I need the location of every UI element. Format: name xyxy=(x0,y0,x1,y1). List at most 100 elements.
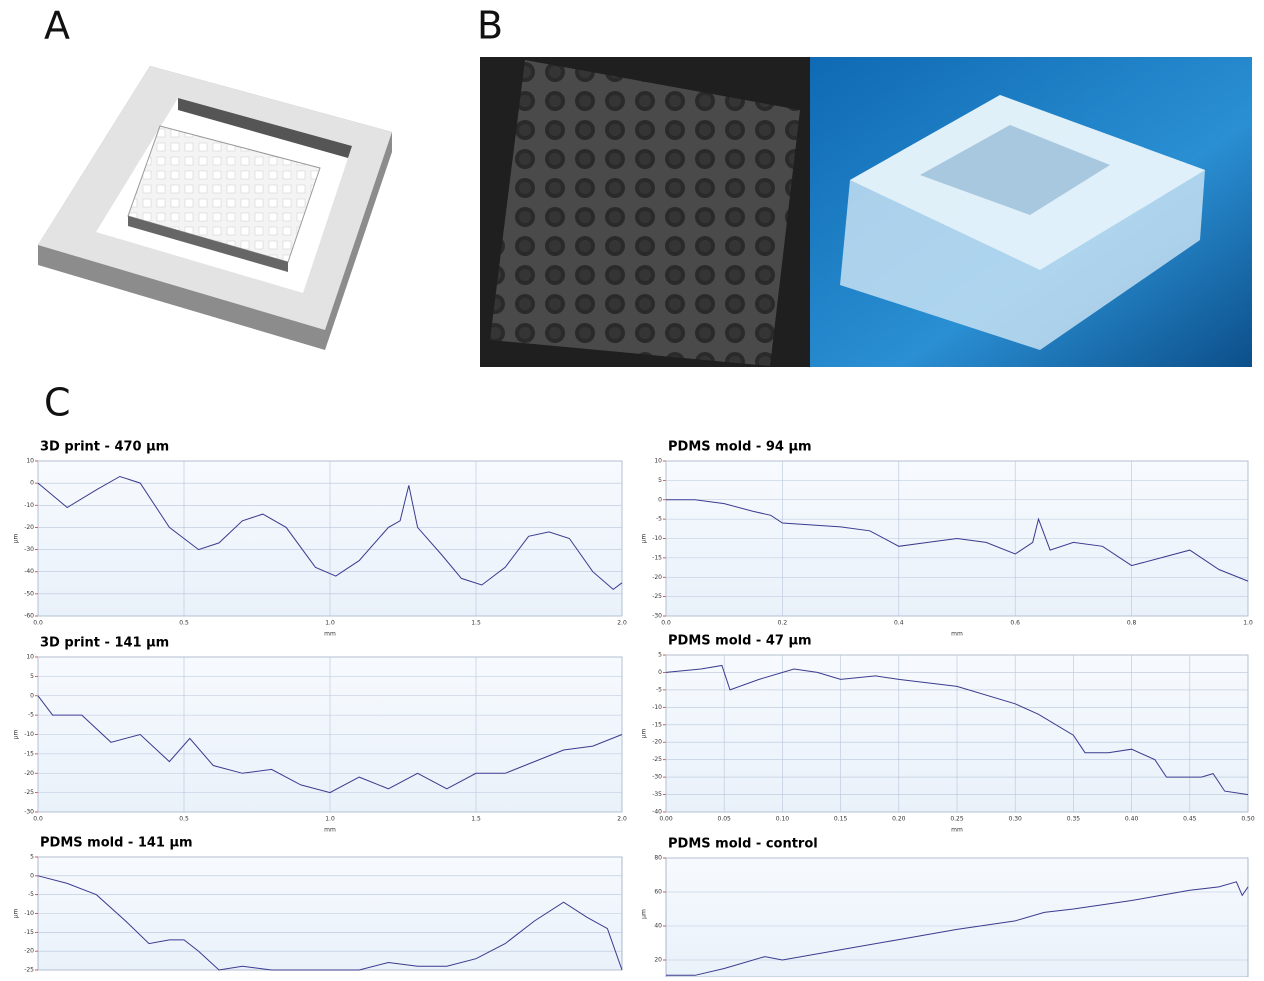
x-tick-label: 0.15 xyxy=(834,816,848,823)
y-tick-label: 40 xyxy=(654,923,662,930)
data-line xyxy=(666,881,1249,976)
y-tick-label: -30 xyxy=(24,546,34,553)
chart-title: PDMS mold - 47 µm xyxy=(668,634,812,649)
x-axis-label: mm xyxy=(951,631,963,638)
data-line xyxy=(666,499,1249,582)
photo-b xyxy=(480,57,1252,367)
y-tick-label: -30 xyxy=(24,809,34,816)
x-tick-label: 0.45 xyxy=(1183,816,1197,823)
y-tick-label: -50 xyxy=(24,590,34,597)
y-tick-label: 20 xyxy=(654,957,662,964)
y-tick-label: 0 xyxy=(30,480,34,487)
x-tick-label: 0.8 xyxy=(1127,620,1137,627)
x-tick-label: 1.0 xyxy=(325,620,335,627)
plot-area xyxy=(665,857,1249,978)
x-tick-label: 0.00 xyxy=(659,816,673,823)
x-axis-label: mm xyxy=(324,631,336,638)
y-tick-label: -10 xyxy=(652,535,662,542)
y-tick-label: -20 xyxy=(24,524,34,531)
x-tick-label: 0.6 xyxy=(1010,620,1020,627)
x-tick-label: 0.35 xyxy=(1067,816,1081,823)
y-axis-label: µm xyxy=(13,909,20,919)
x-tick-label: 0.10 xyxy=(776,816,790,823)
y-tick-label: -15 xyxy=(24,750,34,757)
chart-title: PDMS mold - 141 µm xyxy=(40,836,193,851)
y-tick-label: 0 xyxy=(30,692,34,699)
x-tick-label: 1.5 xyxy=(471,620,481,627)
x-tick-label: 1.0 xyxy=(1243,620,1253,627)
y-tick-label: -10 xyxy=(24,731,34,738)
y-tick-label: 80 xyxy=(654,855,662,862)
x-tick-label: 2.0 xyxy=(617,620,627,627)
y-tick-label: -5 xyxy=(656,686,662,693)
render-a xyxy=(38,58,394,366)
y-tick-label: -40 xyxy=(652,809,662,816)
chart-title: PDMS mold - 94 µm xyxy=(668,440,812,455)
y-tick-label: 5 xyxy=(658,652,662,659)
y-tick-label: -5 xyxy=(28,712,34,719)
y-tick-label: 60 xyxy=(654,889,662,896)
y-tick-label: -30 xyxy=(652,613,662,620)
y-tick-label: -10 xyxy=(24,502,34,509)
panel-label: C xyxy=(44,381,71,425)
y-tick-label: -40 xyxy=(24,568,34,575)
x-tick-label: 0.0 xyxy=(661,620,671,627)
y-tick-label: -5 xyxy=(656,516,662,523)
y-tick-label: 5 xyxy=(30,854,34,861)
y-tick-label: 10 xyxy=(654,458,662,465)
data-line xyxy=(665,664,1249,796)
data-line xyxy=(37,475,623,591)
data-line xyxy=(37,875,623,971)
x-tick-label: 2.0 xyxy=(617,816,627,823)
y-tick-label: 10 xyxy=(26,458,34,465)
y-tick-label: -15 xyxy=(652,721,662,728)
y-tick-label: -20 xyxy=(24,948,34,955)
chart-title: 3D print - 141 µm xyxy=(40,636,169,651)
y-tick-label: -25 xyxy=(652,756,662,763)
x-tick-label: 0.40 xyxy=(1125,816,1139,823)
x-tick-label: 0.4 xyxy=(894,620,904,627)
y-axis-label: µm xyxy=(13,534,20,544)
y-tick-label: -35 xyxy=(652,791,662,798)
x-tick-label: 0.0 xyxy=(33,816,43,823)
x-tick-label: 0.25 xyxy=(950,816,964,823)
y-tick-label: 0 xyxy=(658,496,662,503)
y-tick-label: -25 xyxy=(24,967,34,974)
y-tick-label: -15 xyxy=(652,554,662,561)
x-axis-label: mm xyxy=(951,827,963,834)
y-tick-label: -15 xyxy=(24,929,34,936)
x-tick-label: 0.30 xyxy=(1009,816,1023,823)
chart-title: 3D print - 470 µm xyxy=(40,440,169,455)
x-tick-label: 0.20 xyxy=(892,816,906,823)
x-tick-label: 0.5 xyxy=(179,620,189,627)
y-tick-label: -10 xyxy=(24,910,34,917)
x-tick-label: 0.0 xyxy=(33,620,43,627)
y-tick-label: 0 xyxy=(30,872,34,879)
y-tick-label: -10 xyxy=(652,704,662,711)
x-tick-label: 0.2 xyxy=(778,620,788,627)
x-tick-label: 1.5 xyxy=(471,816,481,823)
y-tick-label: -20 xyxy=(24,770,34,777)
y-axis-label: µm xyxy=(641,909,648,919)
y-tick-label: -20 xyxy=(652,574,662,581)
x-axis-label: mm xyxy=(324,827,336,834)
y-tick-label: -30 xyxy=(652,774,662,781)
y-tick-label: 5 xyxy=(30,673,34,680)
y-axis-label: µm xyxy=(641,534,648,544)
y-tick-label: -5 xyxy=(28,891,34,898)
x-tick-label: 1.0 xyxy=(325,816,335,823)
y-tick-label: -25 xyxy=(24,789,34,796)
chart-title: PDMS mold - control xyxy=(668,837,818,852)
x-tick-label: 0.05 xyxy=(718,816,732,823)
y-tick-label: -60 xyxy=(24,613,34,620)
y-tick-label: -20 xyxy=(652,739,662,746)
x-tick-label: 0.5 xyxy=(179,816,189,823)
data-line xyxy=(37,695,623,794)
x-tick-label: 0.50 xyxy=(1241,816,1255,823)
y-tick-label: -25 xyxy=(652,593,662,600)
panel-label: B xyxy=(477,4,503,48)
y-axis-label: µm xyxy=(13,730,20,740)
y-tick-label: 5 xyxy=(658,477,662,484)
panel-label: A xyxy=(44,4,70,48)
